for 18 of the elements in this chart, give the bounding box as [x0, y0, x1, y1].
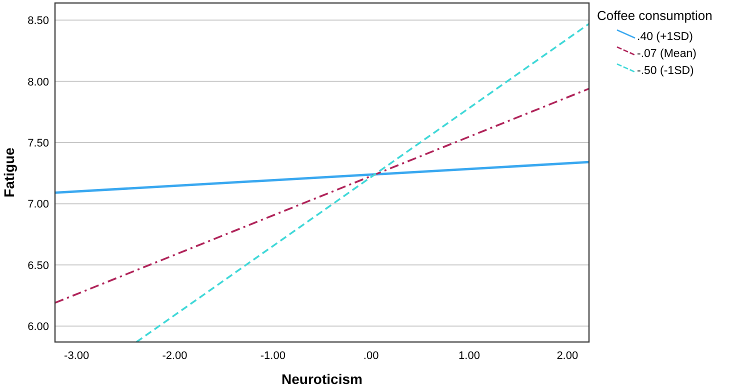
y-tick-label: 7.50: [28, 138, 49, 150]
y-axis-title: Fatigue: [1, 147, 17, 198]
x-tick-label: .00: [363, 350, 379, 362]
x-tick-label: 1.00: [458, 350, 480, 362]
x-axis-title: Neuroticism: [282, 371, 362, 387]
x-tick-label: -2.00: [162, 350, 188, 362]
legend-label: -.07 (Mean): [637, 48, 697, 60]
legend-title: Coffee consumption: [597, 8, 712, 23]
legend-label: .40 (+1SD): [637, 31, 694, 43]
x-tick-label: -1.00: [260, 350, 286, 362]
y-tick-label: 6.50: [28, 260, 49, 272]
y-tick-label: 7.00: [28, 198, 49, 211]
y-tick-label: 8.00: [28, 76, 49, 88]
y-tick-label: 6.00: [28, 321, 49, 334]
y-tick-label: 8.50: [28, 15, 49, 28]
legend-label: -.50 (-1SD): [637, 65, 694, 77]
x-tick-label: -3.00: [64, 350, 90, 362]
x-tick-label: 2.00: [556, 350, 578, 362]
